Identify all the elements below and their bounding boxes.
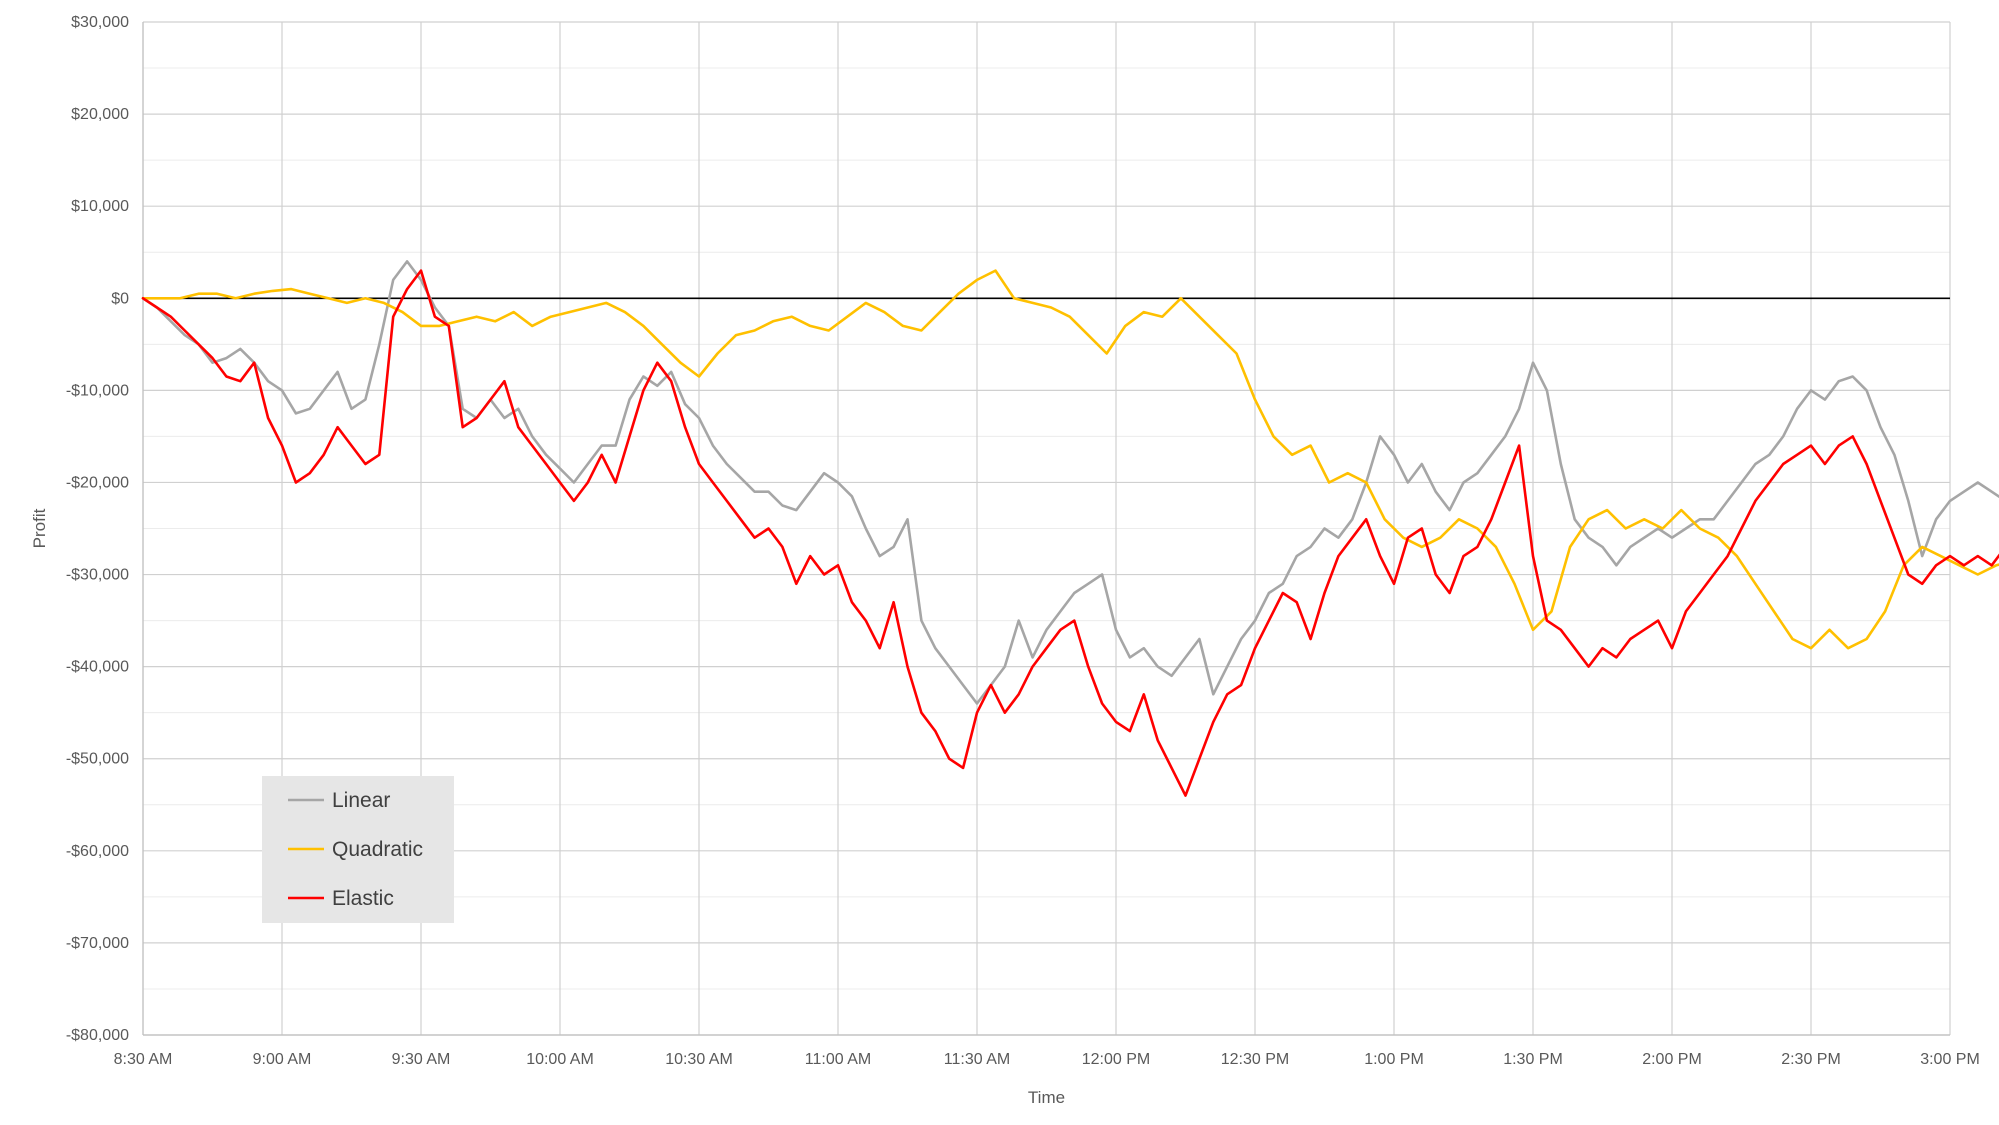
y-tick-label: -$80,000 <box>66 1027 129 1044</box>
legend-label-elastic: Elastic <box>332 887 394 910</box>
y-tick-label: -$40,000 <box>66 659 129 676</box>
y-tick-label: -$60,000 <box>66 843 129 860</box>
y-tick-label: -$20,000 <box>66 474 129 491</box>
y-axis-tick-labels: $30,000 $20,000 $10,000 $0 -$10,000 -$20,000 -… <box>66 14 129 1044</box>
legend-label-quadratic: Quadratic <box>332 838 423 861</box>
legend: Linear Quadratic Elastic <box>262 776 454 923</box>
x-tick-label: 1:00 PM <box>1364 1051 1424 1068</box>
y-tick-label: -$70,000 <box>66 935 129 952</box>
x-tick-label: 8:30 AM <box>114 1051 173 1068</box>
x-tick-label: 12:00 PM <box>1082 1051 1150 1068</box>
series-line-elastic <box>141 269 1999 797</box>
x-tick-label: 11:30 AM <box>944 1051 1010 1068</box>
y-tick-label: -$10,000 <box>66 382 129 399</box>
x-tick-label: 3:00 PM <box>1920 1051 1980 1068</box>
y-tick-label: -$50,000 <box>66 751 129 768</box>
series-line-linear <box>141 260 1999 705</box>
y-tick-label: -$30,000 <box>66 567 129 584</box>
x-tick-label: 9:30 AM <box>392 1051 451 1068</box>
y-tick-label: $0 <box>111 290 129 307</box>
y-axis-title: Profit <box>30 508 49 548</box>
series-lines <box>141 260 1999 797</box>
x-axis-tick-labels: 8:30 AM 9:00 AM 9:30 AM 10:00 AM 10:30 AM 11:… <box>114 1051 1980 1068</box>
x-tick-label: 1:30 PM <box>1503 1051 1563 1068</box>
y-tick-label: $10,000 <box>71 198 129 215</box>
legend-label-linear: Linear <box>332 789 390 812</box>
y-tick-label: $30,000 <box>71 14 129 31</box>
y-tick-label: $20,000 <box>71 106 129 123</box>
series-line-quadratic <box>141 269 1999 650</box>
x-tick-label: 2:30 PM <box>1781 1051 1841 1068</box>
x-tick-label: 11:00 AM <box>805 1051 871 1068</box>
x-tick-label: 9:00 AM <box>253 1051 312 1068</box>
x-axis-title: Time <box>1028 1088 1065 1107</box>
x-tick-label: 10:00 AM <box>526 1051 594 1068</box>
x-tick-label: 2:00 PM <box>1642 1051 1702 1068</box>
x-tick-label: 10:30 AM <box>665 1051 733 1068</box>
x-tick-label: 12:30 PM <box>1221 1051 1289 1068</box>
